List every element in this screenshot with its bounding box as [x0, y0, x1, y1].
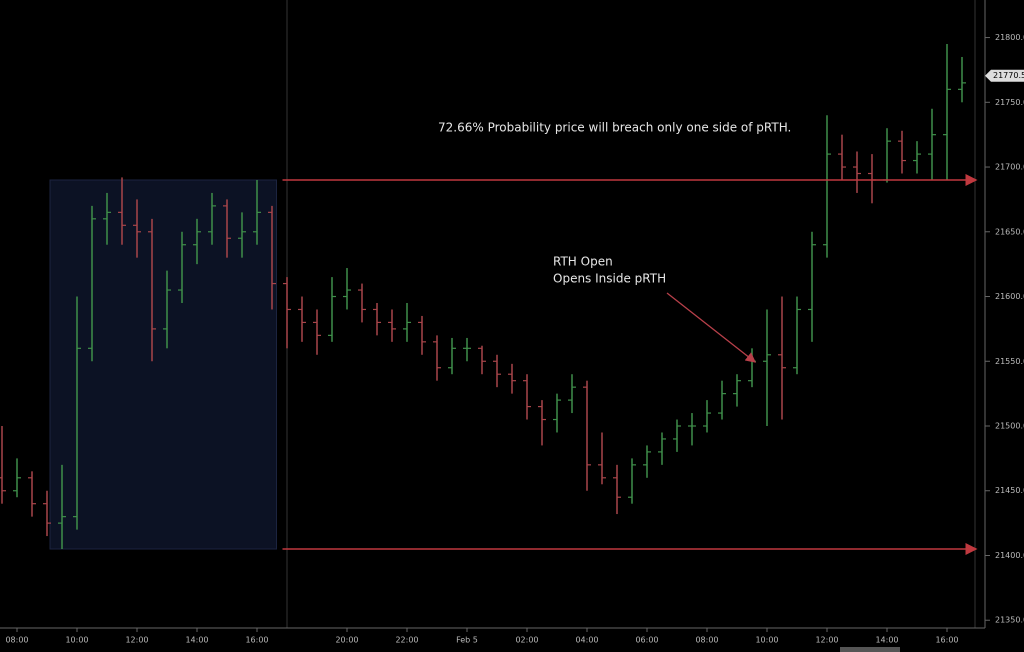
- annotation: RTH Open: [553, 255, 613, 269]
- y-tick-label: 21400.00: [995, 551, 1024, 560]
- last-price-tag: [985, 69, 1024, 82]
- grid: [49, 179, 277, 550]
- x-tick-label: 16:00: [935, 636, 958, 645]
- x-tick-label: Feb 5: [456, 636, 478, 645]
- x-axis-strip: [0, 628, 985, 652]
- y-tick-label: 21750.00: [995, 98, 1024, 107]
- x-tick-label: 16:00: [245, 636, 268, 645]
- x-tick-label: 08:00: [695, 636, 718, 645]
- y-tick-label: 21550.00: [995, 357, 1024, 366]
- annotation: 72.66% Probability price will breach onl…: [438, 121, 791, 135]
- x-tick-label: 22:00: [395, 636, 418, 645]
- y-tick-label: 21500.00: [995, 422, 1024, 431]
- annotation: Opens Inside pRTH: [553, 272, 666, 286]
- plot-area: [0, 44, 978, 556]
- x-tick-label: 10:00: [755, 636, 778, 645]
- x-tick-label: 14:00: [185, 636, 208, 645]
- y-tick-label: 21650.00: [995, 227, 1024, 236]
- x-tick-label: 12:00: [815, 636, 838, 645]
- x-tick-label: 10:00: [65, 636, 88, 645]
- y-tick-label: 21350.00: [995, 616, 1024, 625]
- x-tick-label: 12:00: [125, 636, 148, 645]
- y-tick-label: 21600.00: [995, 292, 1024, 301]
- x-tick-label: 02:00: [515, 636, 538, 645]
- x-tick-label: 04:00: [575, 636, 598, 645]
- annotation-arrow: [666, 292, 757, 363]
- y-tick-label: 21700.00: [995, 163, 1024, 172]
- y-tick-label: 21450.00: [995, 486, 1024, 495]
- prth-box: [49, 179, 277, 550]
- x-tick-label: 08:00: [5, 636, 28, 645]
- y-tick-label: 21800.00: [995, 33, 1024, 42]
- x-tick-label: 06:00: [635, 636, 658, 645]
- last-price-label: 21770.50: [993, 71, 1024, 80]
- x-tick-label: 14:00: [875, 636, 898, 645]
- scrollbar[interactable]: [840, 647, 900, 652]
- x-tick-label: 20:00: [335, 636, 358, 645]
